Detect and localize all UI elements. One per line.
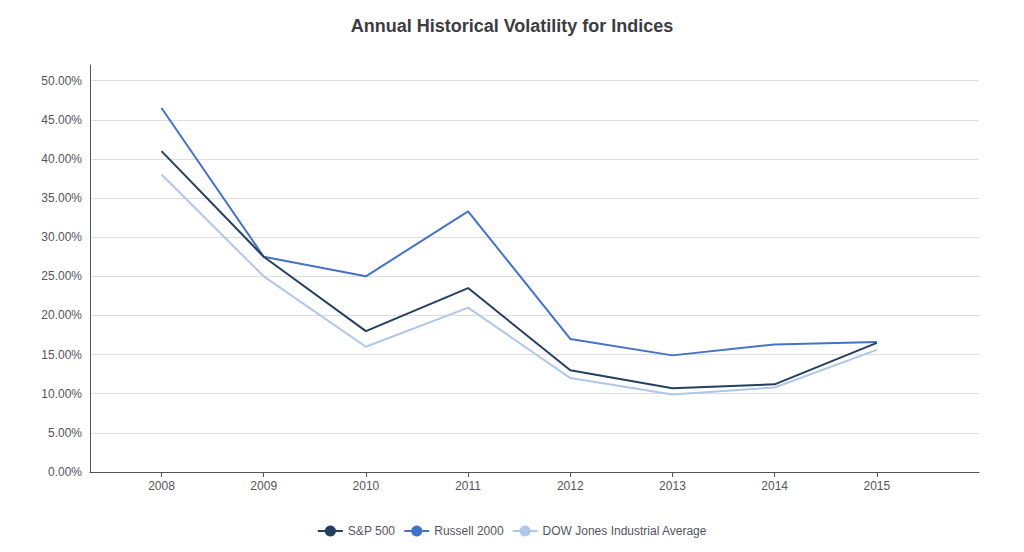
svg-text:2015: 2015 [863,479,890,493]
svg-text:2011: 2011 [455,479,481,493]
svg-text:35.00%: 35.00% [41,191,82,205]
svg-text:15.00%: 15.00% [41,348,82,362]
svg-text:30.00%: 30.00% [41,230,82,244]
svg-text:0.00%: 0.00% [48,465,82,479]
svg-text:2009: 2009 [250,479,277,493]
svg-text:20.00%: 20.00% [41,308,82,322]
svg-text:Russell 2000: Russell 2000 [434,524,504,538]
svg-text:40.00%: 40.00% [41,152,82,166]
svg-text:2008: 2008 [148,479,175,493]
svg-text:S&P 500: S&P 500 [348,524,395,538]
svg-text:25.00%: 25.00% [41,269,82,283]
svg-text:5.00%: 5.00% [48,426,82,440]
svg-text:2013: 2013 [659,479,686,493]
svg-text:2012: 2012 [557,479,584,493]
svg-text:2010: 2010 [353,479,380,493]
svg-text:2014: 2014 [761,479,788,493]
svg-text:DOW Jones Industrial Average: DOW Jones Industrial Average [543,524,707,538]
svg-text:45.00%: 45.00% [41,113,82,127]
svg-text:50.00%: 50.00% [41,74,82,88]
svg-text:Annual Historical Volatility f: Annual Historical Volatility for Indices [351,16,674,36]
svg-text:10.00%: 10.00% [41,387,82,401]
